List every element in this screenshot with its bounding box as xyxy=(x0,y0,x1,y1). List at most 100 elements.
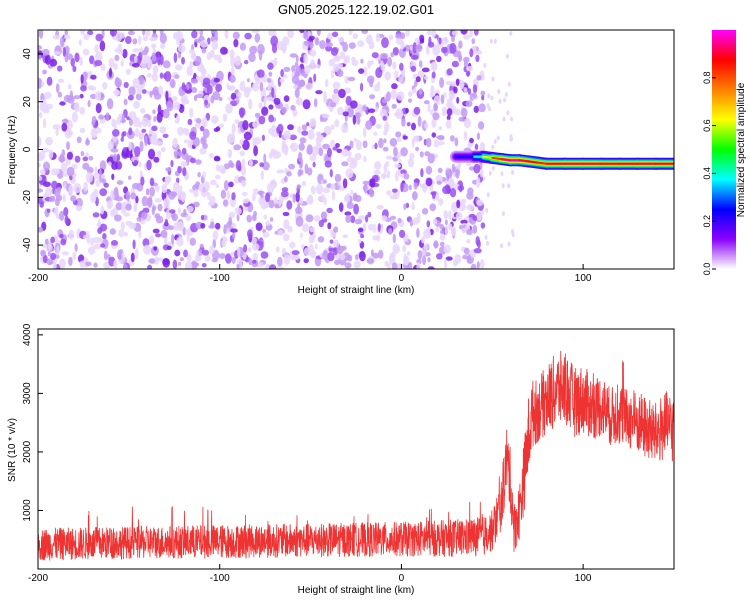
noise-speckle xyxy=(352,33,358,40)
noise-speckle xyxy=(195,93,204,99)
noise-speckle xyxy=(408,98,412,103)
noise-speckle xyxy=(316,30,321,36)
noise-speckle xyxy=(258,102,263,109)
noise-speckle xyxy=(458,116,465,122)
noise-speckle xyxy=(390,52,395,58)
noise-speckle xyxy=(50,252,57,261)
noise-speckle xyxy=(333,226,339,233)
noise-speckle xyxy=(242,139,250,151)
noise-speckle xyxy=(218,123,225,129)
noise-speckle xyxy=(98,114,105,120)
noise-speckle xyxy=(423,100,430,105)
noise-speckle xyxy=(380,173,388,179)
noise-speckle xyxy=(360,234,365,239)
noise-speckle xyxy=(427,266,435,269)
noise-speckle xyxy=(99,168,102,177)
noise-speckle xyxy=(410,65,417,72)
noise-speckle xyxy=(186,253,192,262)
noise-speckle xyxy=(471,38,476,45)
noise-speckle xyxy=(353,138,358,143)
noise-speckle xyxy=(231,123,236,134)
noise-speckle xyxy=(123,81,129,89)
noise-speckle xyxy=(322,113,330,119)
noise-speckle xyxy=(375,32,380,43)
noise-speckle xyxy=(388,228,393,235)
noise-speckle xyxy=(186,65,193,77)
noise-speckle xyxy=(175,31,184,41)
noise-speckle xyxy=(105,112,110,122)
noise-speckle xyxy=(59,233,64,239)
noise-speckle xyxy=(305,214,314,223)
noise-speckle xyxy=(276,266,285,269)
noise-speckle xyxy=(138,35,142,46)
noise-speckle xyxy=(326,207,333,214)
noise-speckle xyxy=(411,122,416,131)
noise-speckle xyxy=(361,30,367,33)
noise-speckle xyxy=(232,31,240,40)
noise-speckle xyxy=(79,127,86,133)
noise-speckle xyxy=(449,42,457,54)
noise-speckle xyxy=(383,138,387,144)
noise-speckle xyxy=(415,43,423,53)
noise-speckle xyxy=(45,136,53,146)
noise-speckle xyxy=(60,238,67,246)
noise-speckle xyxy=(402,135,408,140)
noise-speckle xyxy=(472,84,478,94)
noise-speckle xyxy=(301,223,310,233)
noise-speckle xyxy=(206,84,213,95)
noise-speckle xyxy=(503,97,507,103)
noise-speckle xyxy=(243,131,252,141)
noise-speckle xyxy=(292,84,298,90)
noise-speckle xyxy=(322,143,330,150)
noise-speckle xyxy=(314,37,320,46)
noise-speckle xyxy=(465,100,473,107)
noise-speckle xyxy=(132,63,140,68)
noise-speckle xyxy=(66,141,70,151)
noise-speckle xyxy=(334,173,342,183)
noise-speckle xyxy=(306,196,314,205)
noise-speckle xyxy=(269,217,274,222)
noise-speckle xyxy=(283,145,289,156)
noise-speckle xyxy=(39,150,46,160)
noise-speckle xyxy=(163,197,171,207)
noise-speckle xyxy=(342,178,348,189)
noise-speckle xyxy=(139,140,144,152)
noise-speckle xyxy=(420,37,425,43)
noise-speckle xyxy=(154,256,159,265)
noise-speckle xyxy=(95,179,101,187)
noise-speckle xyxy=(239,150,245,157)
colorbar-tick-label: 0.0 xyxy=(702,263,712,276)
noise-speckle xyxy=(309,59,316,70)
noise-speckle xyxy=(380,60,384,71)
noise-speckle xyxy=(390,89,398,100)
noise-speckle xyxy=(273,57,278,66)
noise-speckle xyxy=(330,124,335,130)
noise-speckle xyxy=(116,180,124,186)
noise-speckle xyxy=(367,211,372,218)
noise-speckle xyxy=(110,148,119,153)
noise-speckle xyxy=(177,207,182,215)
noise-speckle xyxy=(165,167,172,172)
noise-speckle xyxy=(171,191,178,197)
noise-speckle xyxy=(134,146,141,158)
noise-speckle xyxy=(392,188,398,193)
spectrogram-plot-area xyxy=(38,30,674,269)
x-tick-label: -100 xyxy=(210,273,230,284)
noise-speckle xyxy=(303,31,309,40)
noise-speckle xyxy=(183,139,189,144)
noise-speckle xyxy=(133,55,138,63)
noise-speckle xyxy=(64,30,69,36)
noise-speckle xyxy=(44,91,52,100)
noise-speckle xyxy=(354,218,363,225)
noise-speckle xyxy=(296,184,302,189)
noise-speckle xyxy=(391,103,397,109)
noise-speckle xyxy=(421,236,425,244)
noise-speckle xyxy=(379,109,387,118)
noise-speckle xyxy=(252,159,259,165)
noise-speckle xyxy=(338,202,344,213)
noise-speckle xyxy=(48,259,54,265)
noise-speckle xyxy=(117,249,122,260)
noise-speckle xyxy=(476,213,482,221)
noise-speckle xyxy=(186,83,190,90)
noise-speckle xyxy=(463,247,470,255)
